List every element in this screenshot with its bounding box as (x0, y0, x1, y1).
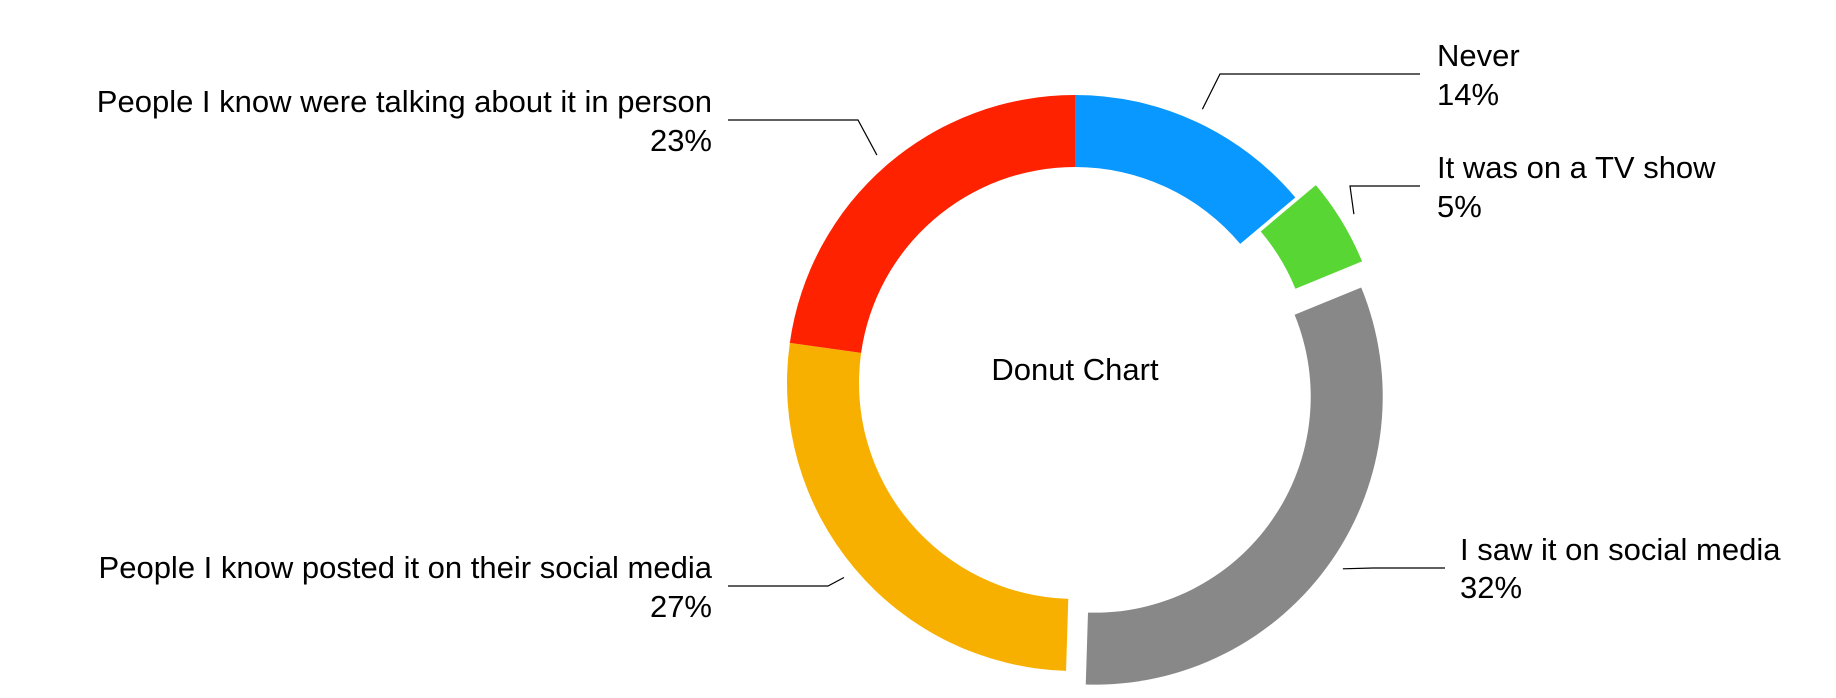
donut-slice (789, 95, 1075, 353)
leader-line (1349, 185, 1420, 215)
slice-label: I saw it on social media (1460, 532, 1781, 567)
donut-slice (1085, 287, 1383, 685)
slice-labels: Never 14% It was on a TV show 5% I saw it on… (97, 38, 1781, 624)
leader-line (1201, 73, 1420, 110)
donut-slice (787, 342, 1069, 671)
slice-label: Never (1437, 38, 1520, 73)
slice-value-label: 23% (650, 123, 712, 158)
slice-value-label: 14% (1437, 77, 1499, 112)
slice-label: It was on a TV show (1437, 150, 1716, 185)
leader-lines (728, 73, 1445, 587)
slice-value-label: 32% (1460, 570, 1522, 605)
donut-slices (787, 95, 1383, 685)
leader-line (728, 119, 878, 156)
leader-line (1342, 567, 1445, 570)
slice-label: People I know were talking about it in p… (97, 84, 712, 119)
chart-center-label: Donut Chart (991, 352, 1159, 387)
slice-value-label: 27% (650, 589, 712, 624)
leader-line (728, 576, 845, 587)
donut-slice (1260, 185, 1363, 289)
slice-value-label: 5% (1437, 189, 1482, 224)
donut-slice (1075, 95, 1296, 244)
slice-label: People I know posted it on their social … (99, 550, 713, 585)
